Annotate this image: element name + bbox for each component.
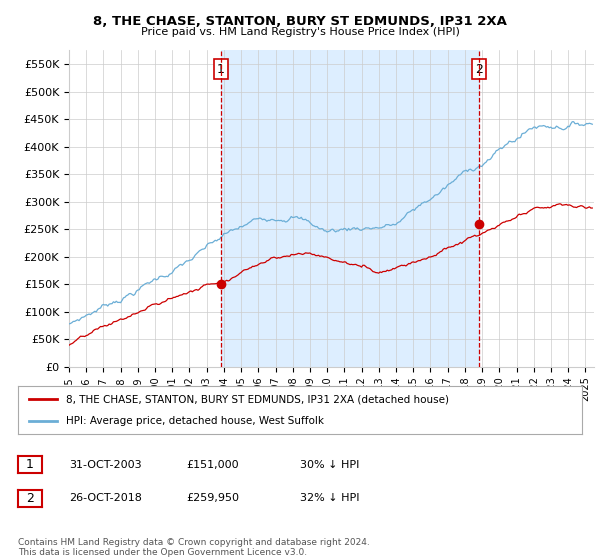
Text: HPI: Average price, detached house, West Suffolk: HPI: Average price, detached house, West… [66, 416, 324, 426]
Text: 30% ↓ HPI: 30% ↓ HPI [300, 460, 359, 470]
Text: 2: 2 [475, 63, 483, 76]
Text: 32% ↓ HPI: 32% ↓ HPI [300, 493, 359, 503]
Text: 8, THE CHASE, STANTON, BURY ST EDMUNDS, IP31 2XA (detached house): 8, THE CHASE, STANTON, BURY ST EDMUNDS, … [66, 394, 449, 404]
Text: 31-OCT-2003: 31-OCT-2003 [69, 460, 142, 470]
Text: Contains HM Land Registry data © Crown copyright and database right 2024.
This d: Contains HM Land Registry data © Crown c… [18, 538, 370, 557]
Text: £259,950: £259,950 [186, 493, 239, 503]
Text: £151,000: £151,000 [186, 460, 239, 470]
Bar [221, 50, 479, 367]
Text: 2: 2 [26, 492, 34, 505]
Text: Price paid vs. HM Land Registry's House Price Index (HPI): Price paid vs. HM Land Registry's House … [140, 27, 460, 37]
Text: 1: 1 [26, 458, 34, 472]
Text: 1: 1 [217, 63, 225, 76]
Text: 8, THE CHASE, STANTON, BURY ST EDMUNDS, IP31 2XA: 8, THE CHASE, STANTON, BURY ST EDMUNDS, … [93, 15, 507, 27]
Text: 26-OCT-2018: 26-OCT-2018 [69, 493, 142, 503]
